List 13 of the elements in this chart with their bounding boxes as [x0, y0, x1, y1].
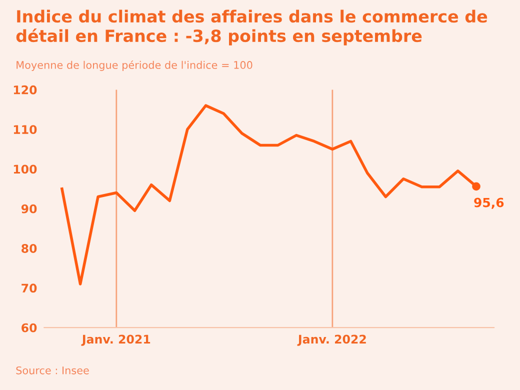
y-tick-label: 60 [22, 323, 37, 332]
chart-subtitle: Moyenne de longue période de l'indice = 100 [16, 60, 252, 71]
y-tick-label: 70 [22, 284, 37, 293]
y-tick-label: 120 [14, 85, 37, 94]
x-tick-label: Janv. 2021 [81, 334, 150, 346]
x-tick-label: Janv. 2022 [297, 334, 366, 346]
data-label: 95,6 [474, 198, 504, 209]
y-tick-label: 110 [14, 125, 37, 134]
y-tick-label: 80 [22, 244, 37, 253]
chart-title: Indice du climat des affaires dans le commerce de détail en France : -3,8 points en septembre [16, 10, 488, 46]
source-note: Source : Insee [16, 366, 89, 374]
y-tick-label: 100 [14, 164, 37, 174]
y-tick-label: 90 [21, 204, 37, 214]
